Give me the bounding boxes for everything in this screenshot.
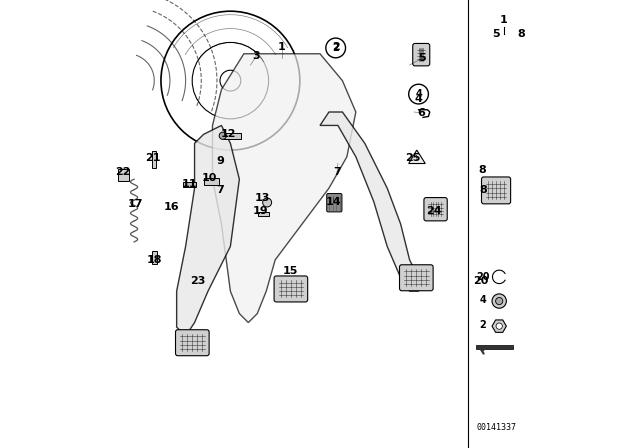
- Text: 20: 20: [474, 276, 489, 286]
- Bar: [184, 182, 196, 187]
- Circle shape: [495, 297, 503, 305]
- Text: 2: 2: [479, 320, 486, 330]
- FancyBboxPatch shape: [481, 177, 511, 204]
- Text: 4: 4: [479, 295, 486, 305]
- Text: 7: 7: [217, 185, 225, 195]
- PathPatch shape: [320, 112, 419, 291]
- Bar: [258, 212, 269, 216]
- PathPatch shape: [177, 125, 239, 336]
- FancyBboxPatch shape: [413, 43, 430, 66]
- Circle shape: [219, 132, 227, 139]
- Text: 8: 8: [518, 29, 525, 39]
- Polygon shape: [492, 320, 506, 332]
- Text: !: !: [415, 155, 418, 161]
- Text: 2: 2: [332, 42, 340, 52]
- Text: 4: 4: [415, 89, 422, 99]
- Text: 00141337: 00141337: [477, 423, 517, 432]
- Text: 4: 4: [415, 94, 422, 103]
- FancyBboxPatch shape: [274, 276, 308, 302]
- Text: 1: 1: [278, 42, 286, 52]
- Text: 17: 17: [127, 199, 143, 209]
- Text: 20: 20: [476, 272, 490, 282]
- Bar: [204, 178, 219, 185]
- Polygon shape: [476, 345, 513, 349]
- Polygon shape: [409, 150, 425, 164]
- Bar: [152, 251, 157, 264]
- Text: 16: 16: [163, 202, 179, 212]
- Text: 25: 25: [406, 153, 421, 163]
- Text: 1: 1: [500, 15, 508, 25]
- Text: 12: 12: [220, 129, 236, 139]
- FancyBboxPatch shape: [175, 330, 209, 356]
- Text: 19: 19: [253, 206, 269, 215]
- Circle shape: [496, 323, 502, 329]
- Text: 8: 8: [479, 185, 488, 195]
- Text: 5: 5: [419, 53, 426, 63]
- Text: 8: 8: [479, 165, 486, 175]
- Bar: [223, 133, 241, 139]
- Text: 5: 5: [492, 29, 499, 39]
- FancyBboxPatch shape: [424, 198, 447, 221]
- Text: 11: 11: [181, 179, 197, 189]
- Text: 9: 9: [216, 156, 225, 166]
- Text: 3: 3: [253, 51, 260, 61]
- Text: 24: 24: [426, 206, 442, 215]
- Bar: [152, 151, 156, 168]
- Text: 14: 14: [326, 198, 341, 207]
- FancyBboxPatch shape: [399, 265, 433, 291]
- FancyBboxPatch shape: [327, 194, 342, 212]
- Text: 23: 23: [191, 276, 206, 286]
- Circle shape: [262, 198, 271, 207]
- Text: 21: 21: [145, 153, 161, 163]
- Bar: [118, 169, 129, 181]
- Text: 22: 22: [115, 168, 131, 177]
- Text: 6: 6: [417, 108, 425, 118]
- PathPatch shape: [212, 54, 356, 323]
- Text: 2: 2: [332, 43, 339, 53]
- Text: 13: 13: [255, 193, 270, 203]
- Text: 18: 18: [147, 255, 162, 265]
- Circle shape: [492, 294, 506, 308]
- Text: 7: 7: [333, 168, 341, 177]
- Text: 15: 15: [283, 266, 298, 276]
- Text: 10: 10: [202, 173, 217, 183]
